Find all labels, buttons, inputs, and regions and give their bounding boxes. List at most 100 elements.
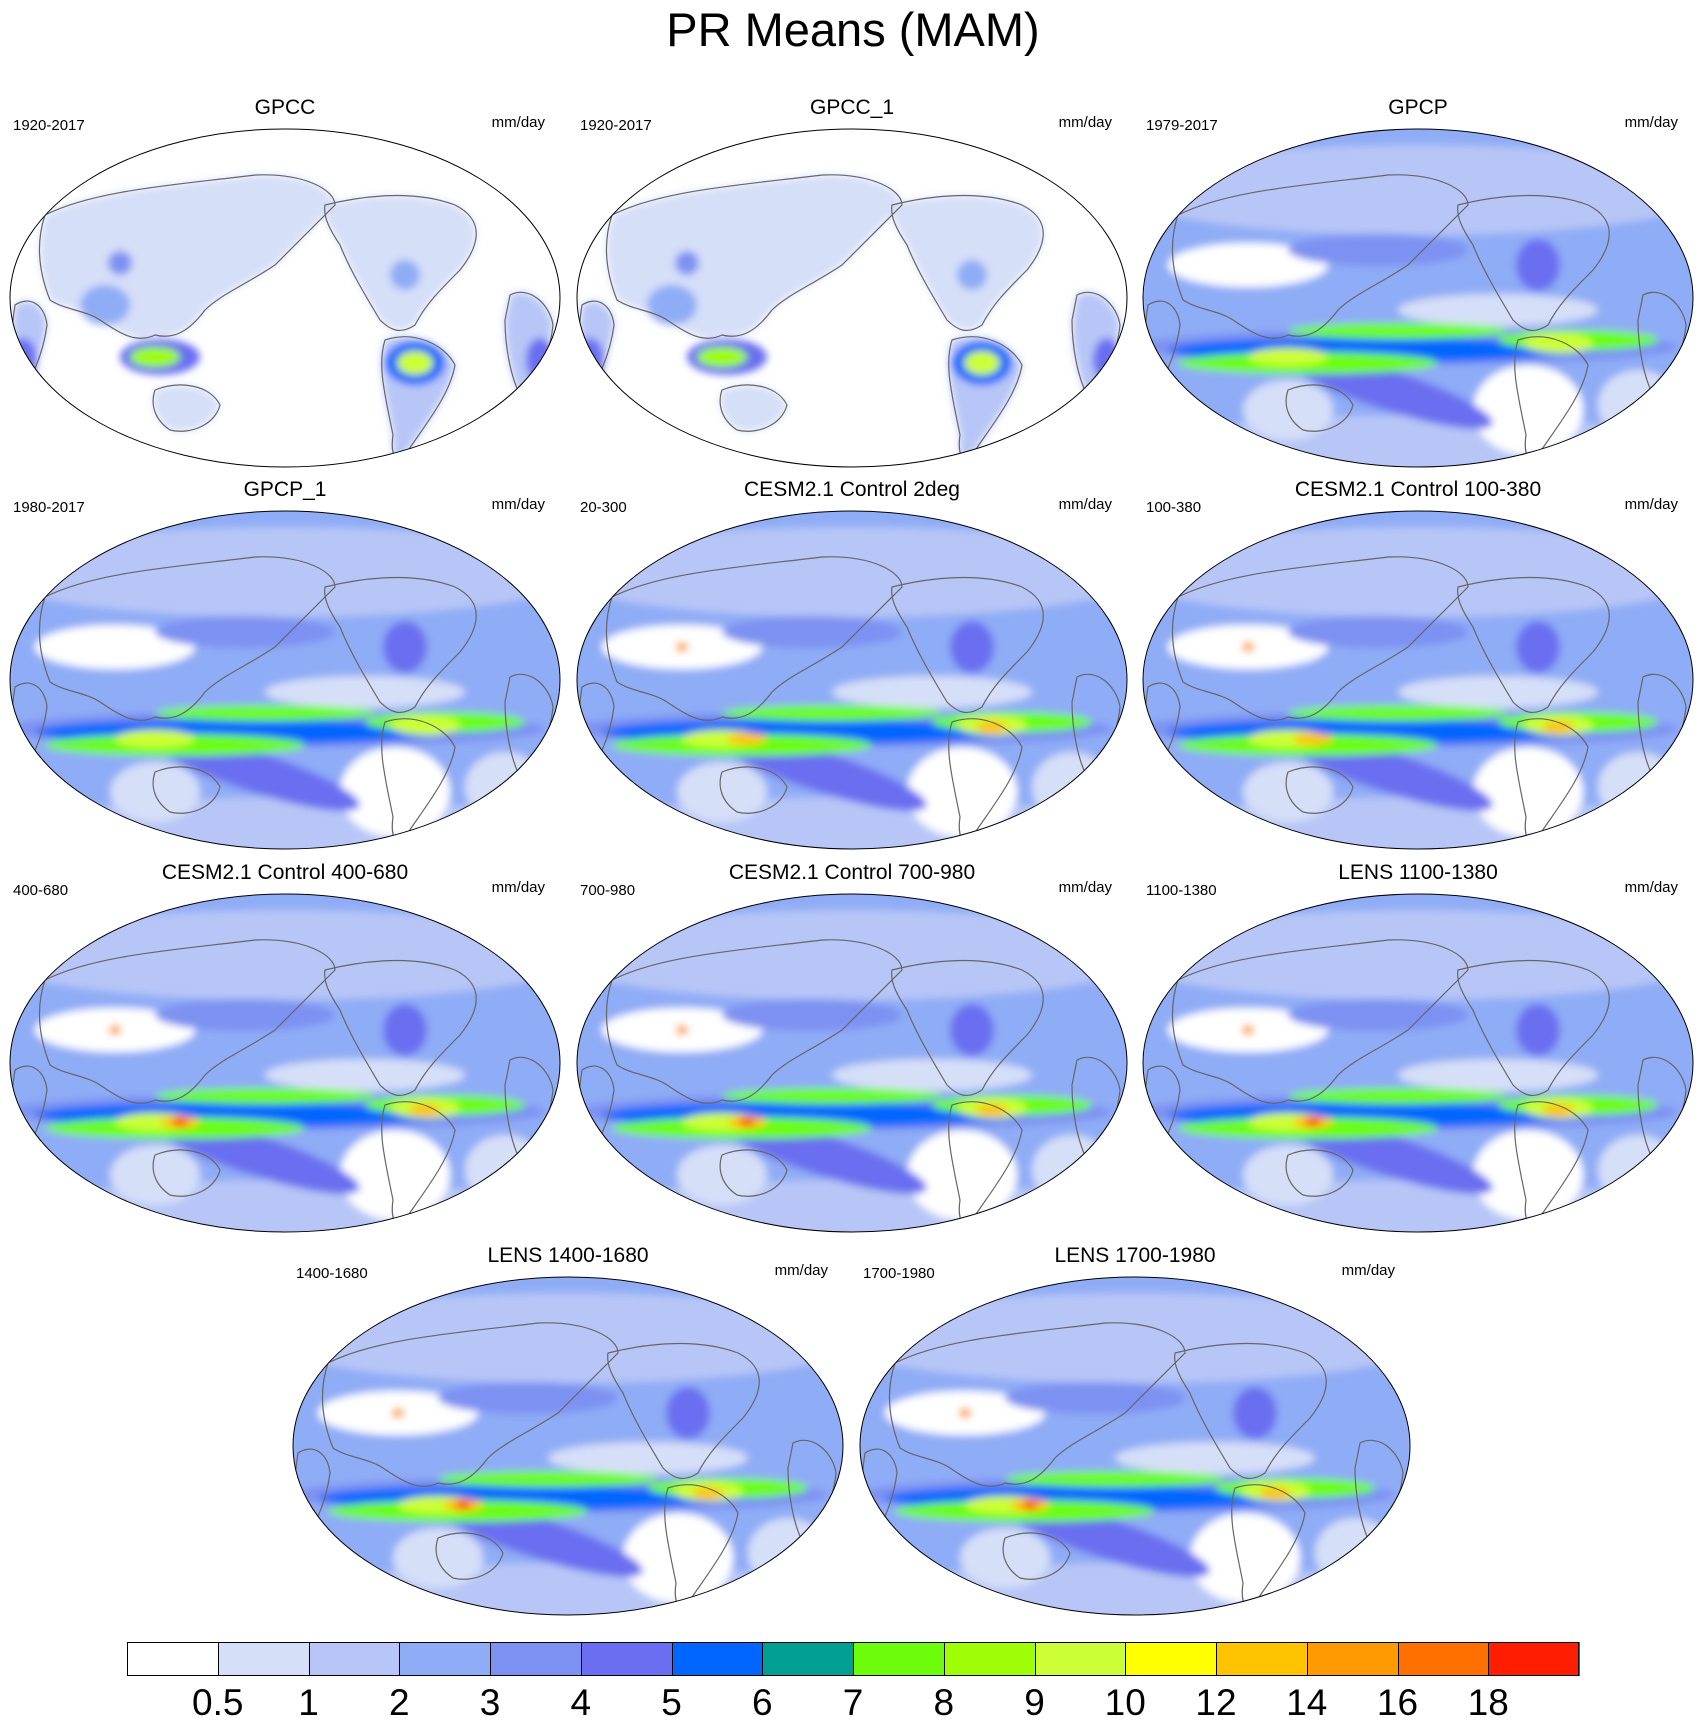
figure-title: PR Means (MAM)	[666, 3, 1040, 56]
map-panel: GPCC_1 1920-2017 mm/day	[572, 95, 1132, 468]
map-panel: LENS 1100-1380 1100-1380 mm/day	[1138, 860, 1698, 1233]
panel-period: 1920-2017	[580, 117, 652, 134]
panel-period: 1980-2017	[13, 499, 85, 516]
panel-units: mm/day	[1624, 496, 1678, 513]
colorbar-swatch	[490, 1642, 582, 1676]
colorbar-tick-label: 12	[1195, 1682, 1237, 1723]
colorbar-tick-label: 0.5	[192, 1682, 244, 1723]
colorbar-tick-label: 9	[1024, 1682, 1045, 1723]
map-border	[1142, 128, 1694, 468]
map-border	[576, 128, 1128, 468]
panel-title: CESM2.1 Control 100-380	[1294, 478, 1542, 501]
panel-units: mm/day	[1058, 496, 1112, 513]
precip-field	[293, 1277, 843, 1615]
precipitation-map	[1142, 510, 1694, 850]
precipitation-map	[1142, 893, 1694, 1233]
map-panel: CESM2.1 Control 700-980 700-980 mm/day	[572, 860, 1132, 1233]
panel-period: 400-680	[13, 882, 69, 899]
precipitation-map	[9, 128, 561, 468]
panel-units: mm/day	[1058, 114, 1112, 131]
panel-title: CESM2.1 Control 2deg	[744, 478, 960, 501]
precip-field	[1143, 894, 1693, 1232]
map-border	[576, 510, 1128, 850]
map-panel: GPCP_1 1980-2017 mm/day	[5, 477, 565, 850]
panel-units: mm/day	[491, 879, 545, 896]
colorbar-swatch	[1034, 1642, 1127, 1676]
panel-period: 700-980	[580, 882, 636, 899]
colorbar-tick-label: 18	[1467, 1682, 1509, 1723]
precipitation-map	[1142, 128, 1694, 468]
map-border	[9, 893, 561, 1233]
panel-units: mm/day	[1624, 879, 1678, 896]
panel-title: LENS 1700-1980	[1054, 1244, 1216, 1267]
map-border	[9, 128, 561, 468]
colorbar-swatch	[1488, 1642, 1580, 1676]
map-panel: GPCP 1979-2017 mm/day	[1138, 95, 1698, 468]
panel-title: GPCC	[254, 96, 316, 119]
colorbar-tick-label: 14	[1286, 1682, 1328, 1723]
panel-units: mm/day	[491, 114, 545, 131]
colorbar-tick-label: 5	[661, 1682, 682, 1723]
precip-field	[10, 511, 560, 849]
colorbar-swatch	[580, 1642, 673, 1676]
map-border	[1142, 893, 1694, 1233]
panel-title: LENS 1400-1680	[487, 1244, 649, 1267]
colorbar-swatch	[1216, 1642, 1308, 1676]
colorbar-tick-label: 1	[298, 1682, 319, 1723]
map-panel: CESM2.1 Control 100-380 100-380 mm/day	[1138, 477, 1698, 850]
map-border	[576, 893, 1128, 1233]
map-panel: LENS 1400-1680 1400-1680 mm/day	[288, 1243, 848, 1616]
precip-field	[10, 129, 560, 467]
precipitation-map	[859, 1276, 1411, 1616]
panel-title: GPCC_1	[809, 96, 895, 119]
panel-units: mm/day	[1624, 114, 1678, 131]
precipitation-map	[9, 510, 561, 850]
panel-period: 100-380	[1146, 499, 1202, 516]
colorbar-swatch	[1397, 1642, 1490, 1676]
colorbar-swatch	[1306, 1642, 1399, 1676]
precip-field	[1143, 511, 1693, 849]
colorbar-swatch	[308, 1642, 401, 1676]
panel-period: 1700-1980	[863, 1265, 935, 1282]
colorbar-swatch	[853, 1642, 945, 1676]
map-panel: GPCC 1920-2017 mm/day	[5, 95, 565, 468]
map-border	[1142, 510, 1694, 850]
colorbar-swatch	[127, 1642, 219, 1676]
panel-units: mm/day	[774, 1262, 828, 1279]
colorbar-tick-label: 8	[933, 1682, 955, 1723]
precipitation-map	[292, 1276, 844, 1616]
panel-period: 1400-1680	[296, 1265, 368, 1282]
colorbar-tick-label: 4	[570, 1682, 592, 1723]
colorbar-tick-label: 7	[842, 1682, 864, 1723]
colorbar-tick-label: 10	[1104, 1682, 1146, 1723]
colorbar-swatch	[943, 1642, 1036, 1676]
colorbar: 0.5 1 2 3 4 5 6 7 8 9 10 12 14 16 18	[0, 1640, 1706, 1727]
colorbar-tick-label: 16	[1376, 1682, 1419, 1723]
map-border	[859, 1276, 1411, 1616]
map-border	[9, 510, 561, 850]
precipitation-map	[576, 128, 1128, 468]
panel-title: GPCP	[1388, 96, 1448, 119]
colorbar-tick-label: 2	[388, 1682, 410, 1723]
panel-units: mm/day	[491, 496, 545, 513]
colorbar-swatch	[399, 1642, 491, 1676]
precip-field	[10, 894, 560, 1232]
map-border	[292, 1276, 844, 1616]
precip-field	[577, 129, 1127, 467]
panel-period: 1920-2017	[13, 117, 85, 134]
map-panel: CESM2.1 Control 400-680 400-680 mm/day	[5, 860, 565, 1233]
colorbar-tick-label: 3	[479, 1682, 501, 1723]
colorbar-swatch	[1125, 1642, 1217, 1676]
precip-field	[577, 894, 1127, 1232]
colorbar-swatch	[217, 1642, 310, 1676]
panel-period: 1979-2017	[1146, 117, 1218, 134]
precip-field	[1143, 129, 1693, 467]
panel-title: LENS 1100-1380	[1338, 861, 1498, 884]
panel-period: 1100-1380	[1146, 882, 1217, 899]
precip-field	[860, 1277, 1410, 1615]
precipitation-map	[576, 893, 1128, 1233]
precipitation-map	[576, 510, 1128, 850]
map-panel: LENS 1700-1980 1700-1980 mm/day	[855, 1243, 1415, 1616]
panel-units: mm/day	[1058, 879, 1112, 896]
panel-period: 20-300	[580, 499, 627, 516]
